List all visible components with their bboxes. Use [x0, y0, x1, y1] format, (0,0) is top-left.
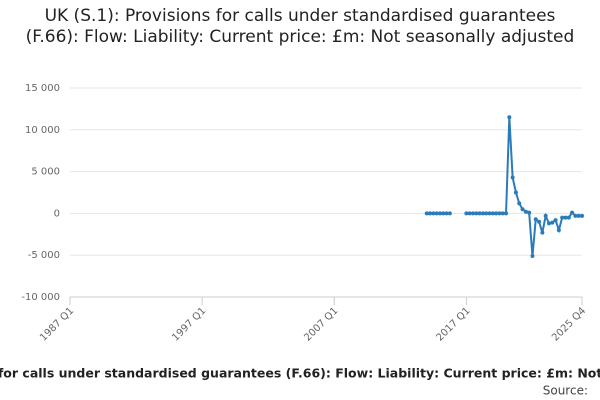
point — [510, 175, 515, 180]
point — [467, 211, 472, 216]
point — [576, 213, 581, 218]
point — [500, 211, 505, 216]
point — [533, 217, 538, 222]
x-tick-label: 2025 Q4 — [550, 305, 588, 343]
point — [543, 213, 548, 218]
point — [540, 230, 545, 235]
point — [487, 211, 492, 216]
footer-title: UK (S.1): Provisions for calls under sta… — [0, 366, 600, 381]
point — [428, 211, 433, 216]
x-tick-label: 2017 Q1 — [435, 305, 473, 343]
y-tick-label: -5 000 — [28, 250, 60, 261]
point — [490, 211, 495, 216]
point — [441, 211, 446, 216]
x-tick-label: 2007 Q1 — [302, 305, 340, 343]
point — [580, 213, 584, 218]
y-tick-label: 0 — [54, 208, 60, 219]
point — [424, 211, 429, 216]
point — [556, 228, 561, 233]
point — [507, 115, 512, 120]
point — [553, 218, 558, 223]
source: Source: — [543, 384, 588, 398]
point — [431, 211, 436, 216]
point — [494, 211, 499, 216]
point — [520, 207, 525, 212]
point — [560, 215, 565, 220]
point — [477, 211, 482, 216]
point — [573, 213, 578, 218]
point — [537, 219, 542, 224]
point — [527, 210, 532, 215]
point — [444, 211, 449, 216]
point — [497, 211, 502, 216]
x-tick-label: 1997 Q1 — [170, 305, 208, 343]
point — [470, 211, 475, 216]
y-tick-label: 10 000 — [25, 125, 60, 136]
chart-title: UK (S.1): Provisions for calls under sta… — [25, 6, 575, 47]
point — [434, 211, 439, 216]
point — [523, 209, 528, 214]
series-line — [426, 117, 582, 257]
point — [517, 201, 522, 206]
point — [484, 211, 489, 216]
y-tick-label: 5 000 — [31, 167, 60, 178]
point — [570, 210, 575, 215]
point — [464, 211, 469, 216]
point — [550, 220, 555, 225]
point — [504, 211, 509, 216]
point — [474, 211, 479, 216]
y-tick-label: 15 000 — [25, 83, 60, 94]
point — [530, 254, 535, 259]
point — [437, 211, 442, 216]
point — [546, 221, 551, 226]
y-tick-label: -10 000 — [21, 292, 60, 303]
point — [566, 215, 571, 220]
point — [447, 211, 452, 216]
point — [513, 190, 518, 195]
point — [480, 211, 485, 216]
point — [563, 215, 568, 220]
x-tick-label: 1987 Q1 — [38, 305, 76, 343]
